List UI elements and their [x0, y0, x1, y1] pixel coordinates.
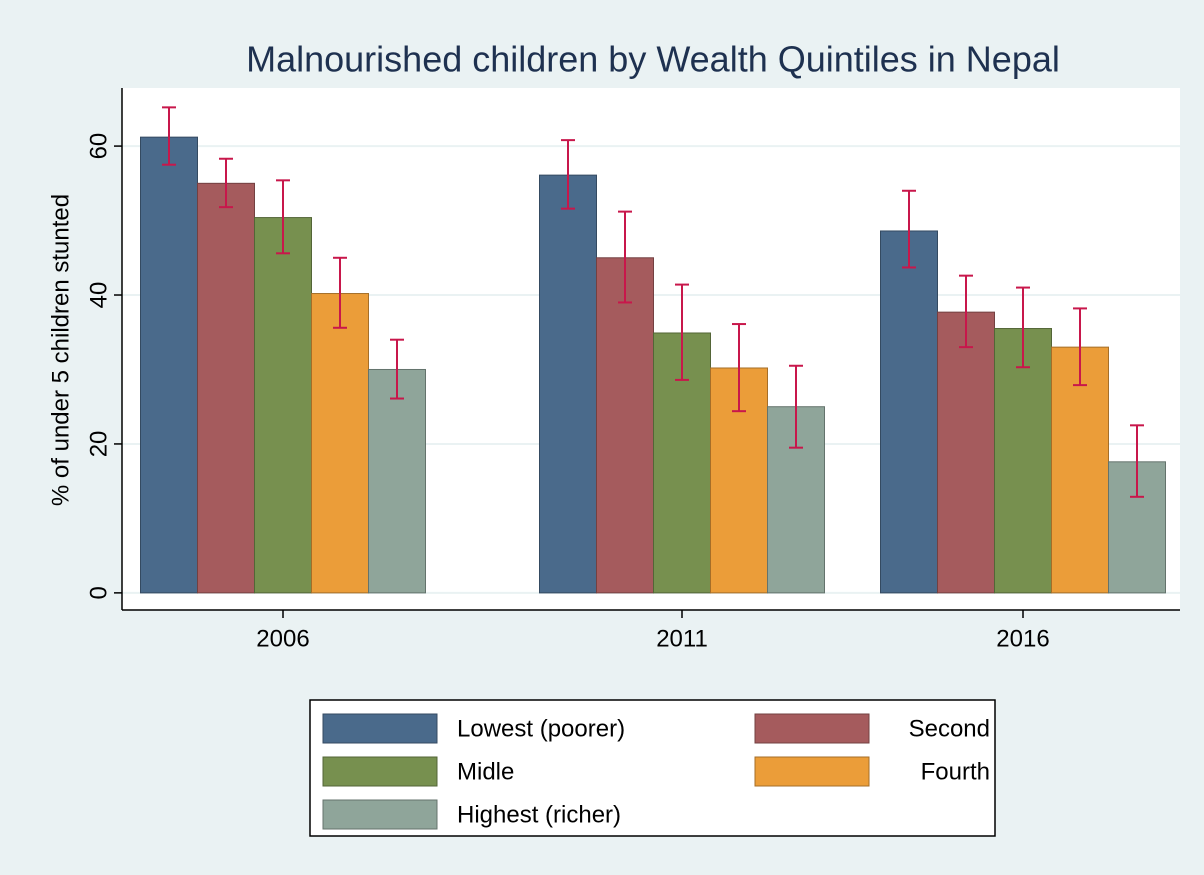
- bar: [368, 368, 426, 594]
- y-axis-label: % of under 5 children stunted: [47, 194, 74, 506]
- legend-swatch: [754, 756, 870, 787]
- x-tick-label: 2011: [656, 625, 708, 652]
- legend-label: Fourth: [921, 758, 990, 785]
- bar: [311, 293, 369, 594]
- bar: [880, 230, 938, 594]
- chart-title: Malnourished children by Wealth Quintile…: [246, 39, 1060, 80]
- bar: [254, 217, 312, 594]
- legend-swatch: [754, 713, 870, 744]
- bar: [539, 174, 597, 594]
- legend-label: Second: [909, 715, 990, 742]
- bar: [140, 136, 198, 594]
- legend-label: Lowest (poorer): [457, 715, 625, 742]
- y-tick-label: 20: [85, 431, 112, 458]
- bar: [197, 182, 255, 594]
- y-tick-label: 0: [85, 586, 112, 599]
- legend-swatch: [322, 756, 438, 787]
- y-tick-label: 40: [85, 282, 112, 309]
- legend-swatch: [322, 799, 438, 830]
- bar: [596, 257, 654, 594]
- bar: [994, 328, 1052, 594]
- x-tick-label: 2016: [996, 625, 1049, 652]
- y-tick-label: 60: [85, 133, 112, 160]
- legend-swatch: [322, 713, 438, 744]
- legend-label: Midle: [457, 758, 514, 785]
- x-tick-label: 2006: [256, 625, 309, 652]
- bar: [937, 311, 995, 594]
- legend-label: Highest (richer): [457, 801, 621, 828]
